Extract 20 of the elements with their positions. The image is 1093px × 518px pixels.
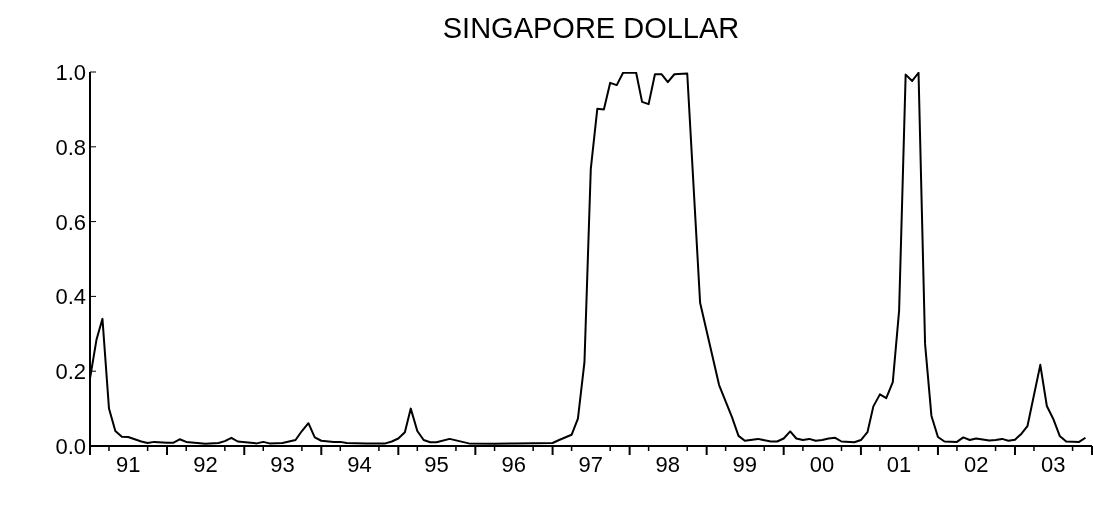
- y-tick-label: 0.0: [55, 434, 86, 459]
- x-tick-label: 02: [963, 452, 989, 477]
- x-tick-label: 00: [809, 452, 835, 477]
- x-tick-label: 93: [270, 452, 295, 477]
- x-tick-label: 03: [1040, 452, 1066, 477]
- y-tick-label: 0.6: [55, 209, 86, 235]
- chart-title: SINGAPORE DOLLAR: [441, 12, 741, 45]
- x-tick-label: 01: [886, 452, 912, 477]
- x-tick-label: 91: [115, 452, 141, 477]
- y-tick-label: 0.2: [55, 359, 86, 385]
- x-tick-label: 98: [655, 452, 681, 477]
- x-tick-label: 97: [578, 452, 604, 477]
- y-tick-label: 1.0: [55, 60, 86, 85]
- x-tick-label: 99: [732, 452, 758, 477]
- x-tick-label: 95: [424, 452, 449, 477]
- y-tick-label: 0.8: [55, 134, 86, 160]
- y-tick-label: 0.4: [55, 284, 86, 310]
- x-tick-label: 94: [347, 452, 372, 477]
- x-tick-label: 96: [501, 452, 526, 477]
- x-tick-label: 92: [193, 452, 218, 477]
